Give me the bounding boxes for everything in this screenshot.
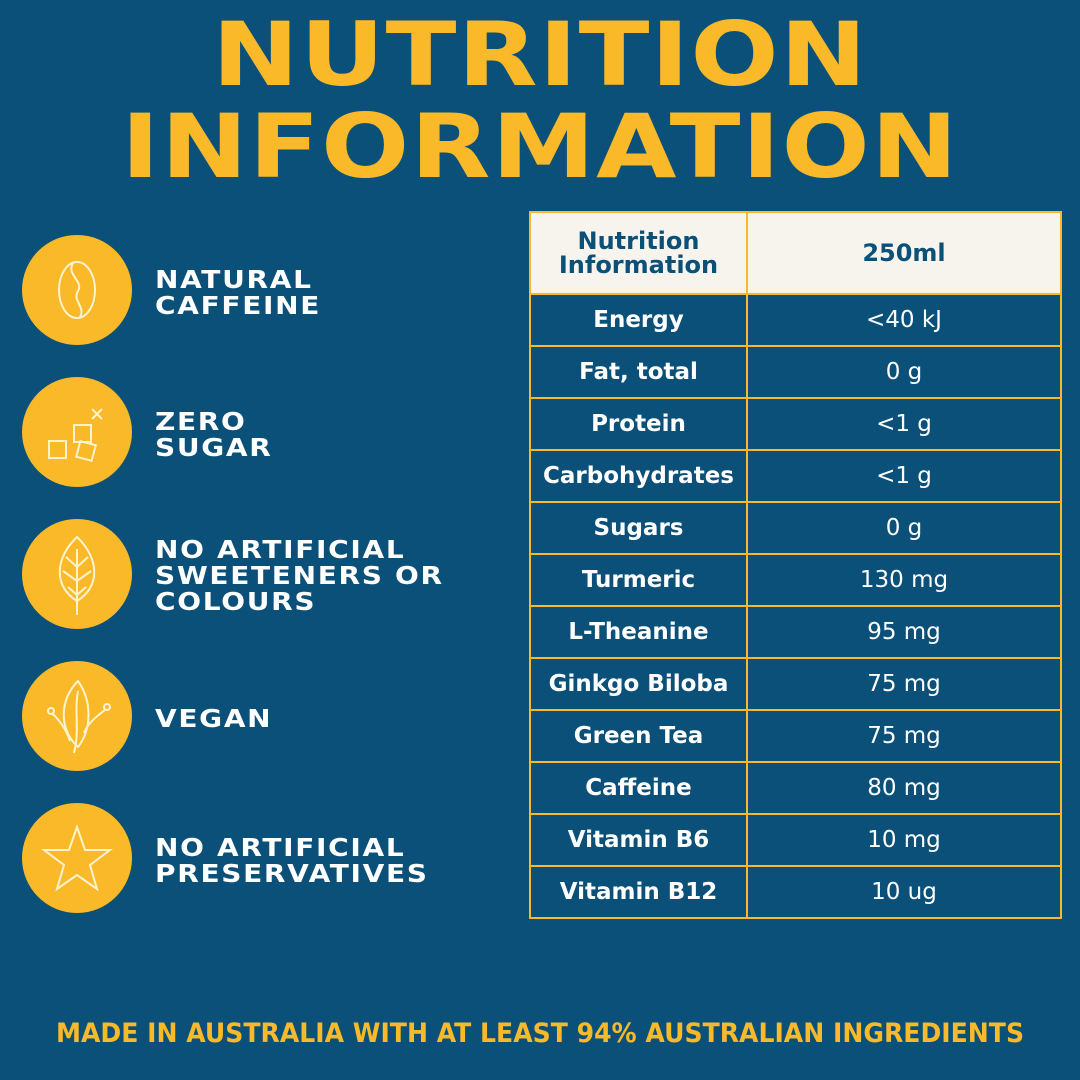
table-row: Protein <1 g (529, 397, 1062, 451)
nutrient-name: L-Theanine (529, 605, 748, 659)
table-row: Caffeine 80 mg (529, 761, 1062, 815)
table-row: Carbohydrates <1 g (529, 449, 1062, 503)
nutrient-name: Fat, total (529, 345, 748, 399)
nutrient-value: 95 mg (746, 605, 1062, 659)
nutrient-name: Caffeine (529, 761, 748, 815)
feature-natural-caffeine: NATURAL CAFFEINE (22, 235, 492, 365)
feature-no-artificial-sweeteners: NO ARTIFICIAL SWEETENERS OR COLOURS (22, 519, 492, 649)
nutrient-name: Energy (529, 293, 748, 347)
page-title-line2: INFORMATION (121, 95, 959, 198)
nutrient-value: 80 mg (746, 761, 1062, 815)
nutrient-name: Carbohydrates (529, 449, 748, 503)
nutrient-name: Ginkgo Biloba (529, 657, 748, 711)
table-header-serving: 250ml (746, 211, 1062, 295)
nutrient-value: 0 g (746, 345, 1062, 399)
nutrient-name: Green Tea (529, 709, 748, 763)
table-row: Vitamin B12 10 ug (529, 865, 1062, 919)
table-row: Vitamin B6 10 mg (529, 813, 1062, 867)
table-row: Fat, total 0 g (529, 345, 1062, 399)
nutrient-value: 0 g (746, 501, 1062, 555)
feature-label: VEGAN (155, 704, 273, 733)
feature-no-artificial-preservatives: NO ARTIFICIAL PRESERVATIVES (22, 803, 492, 933)
nutrient-value: <1 g (746, 397, 1062, 451)
feature-vegan: VEGAN (22, 661, 492, 791)
feature-label: NO ARTIFICIAL PRESERVATIVES (155, 833, 429, 888)
nutrient-value: 10 mg (746, 813, 1062, 867)
coffee-bean-icon (22, 235, 132, 345)
page-title-line1: NUTRITION (212, 3, 868, 106)
feature-zero-sugar: ZERO SUGAR (22, 377, 492, 507)
table-row: Turmeric 130 mg (529, 553, 1062, 607)
table-body: Energy <40 kJ Fat, total 0 g Protein <1 g Carb… (529, 293, 1062, 919)
table-row: Green Tea 75 mg (529, 709, 1062, 763)
table-row: Energy <40 kJ (529, 293, 1062, 347)
nutrient-value: 130 mg (746, 553, 1062, 607)
nutrient-name: Protein (529, 397, 748, 451)
feature-label: NATURAL CAFFEINE (155, 265, 322, 320)
star-icon (22, 803, 132, 913)
nutrient-value: 10 ug (746, 865, 1062, 919)
leaf-icon (22, 519, 132, 629)
feature-label: NO ARTIFICIAL SWEETENERS OR COLOURS (155, 535, 444, 616)
sugar-cubes-icon (22, 377, 132, 487)
nutrient-name: Vitamin B12 (529, 865, 748, 919)
vegan-leaf-icon (22, 661, 132, 771)
footer-note: MADE IN AUSTRALIA WITH AT LEAST 94% AUST… (55, 1018, 1025, 1049)
feature-label: ZERO SUGAR (155, 407, 273, 462)
table-row: L-Theanine 95 mg (529, 605, 1062, 659)
table-row: Sugars 0 g (529, 501, 1062, 555)
nutrient-name: Sugars (529, 501, 748, 555)
nutrient-name: Turmeric (529, 553, 748, 607)
nutrient-value: <1 g (746, 449, 1062, 503)
nutrition-table: Nutrition Information 250ml Energy <40 kJ… (529, 211, 1062, 919)
table-header-row: Nutrition Information 250ml (529, 211, 1062, 295)
table-row: Ginkgo Biloba 75 mg (529, 657, 1062, 711)
nutrient-value: <40 kJ (746, 293, 1062, 347)
nutrient-name: Vitamin B6 (529, 813, 748, 867)
nutrient-value: 75 mg (746, 709, 1062, 763)
nutrient-value: 75 mg (746, 657, 1062, 711)
table-header-nutrient: Nutrition Information (529, 211, 748, 295)
